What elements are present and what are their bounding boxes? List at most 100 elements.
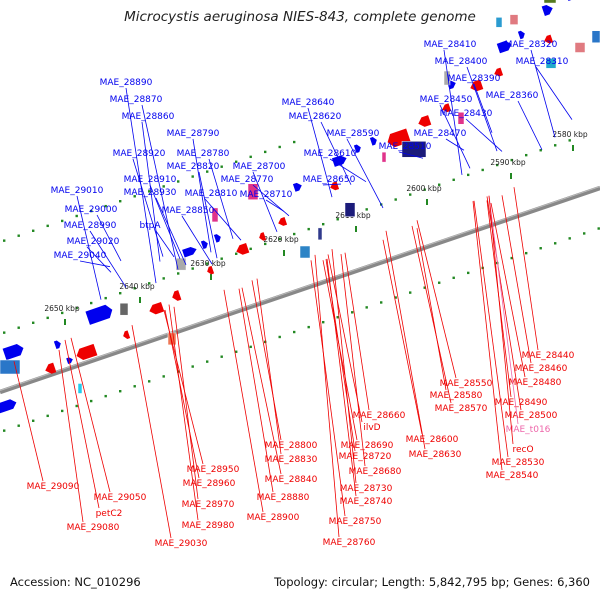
reverse-gene-body — [149, 301, 165, 315]
tick-dot — [75, 306, 78, 310]
gene-connector-top — [132, 158, 164, 257]
tick-dot — [336, 218, 339, 221]
gene-block — [344, 202, 356, 217]
reverse-gene-body — [418, 115, 432, 127]
gene-label-top: MAE_28710 — [240, 190, 293, 200]
tick-dot — [17, 234, 20, 237]
gene-connector-bottom — [70, 337, 111, 493]
gene-label-top: MAE_28400 — [435, 57, 488, 67]
gene-connector-bottom — [331, 249, 357, 484]
reverse-gene-body — [544, 34, 554, 44]
tick-dot — [3, 429, 6, 432]
reverse-gene — [544, 34, 554, 44]
gene-block — [247, 183, 259, 200]
tick-dot — [438, 281, 441, 284]
gene-connector-top — [208, 158, 234, 239]
gene-label-top: MAE_28390 — [448, 74, 501, 84]
gene-label-top: MAE_28780 — [177, 149, 230, 159]
reverse-gene — [330, 181, 340, 191]
gene-label-bottom: MAE_28950 — [187, 465, 240, 475]
tick-dot — [365, 208, 368, 211]
tick-dot — [336, 316, 339, 319]
gene-block — [77, 383, 83, 394]
gene-label-top: MAE_28920 — [113, 149, 166, 159]
gene-block — [381, 151, 387, 163]
gene-label-bottom: MAE_29050 — [94, 493, 147, 503]
gene-label-bottom: MAE_28500 — [505, 411, 558, 421]
gene-connector-bottom — [473, 200, 509, 458]
forward-gene — [496, 40, 512, 54]
tick-dot — [32, 419, 35, 422]
gene-connector-bottom — [385, 230, 426, 450]
top-gene-labels: MAE_28410 MAE_28320 MAE_28400 MAE_28310 MAE_… — [51, 40, 573, 300]
gene-label-bottom: MAE_29090 — [27, 482, 80, 492]
tick-dot — [365, 306, 368, 309]
tick-dot — [75, 404, 78, 408]
forward-gene-body — [0, 399, 17, 415]
gene-connector-top — [149, 184, 181, 260]
kbp-tick-label: 2590 kbp — [490, 158, 526, 167]
forward-gene — [292, 182, 302, 192]
forward-gene — [182, 246, 197, 258]
gene-label-bottom: MAE_28600 — [406, 435, 459, 445]
tick-dot — [249, 247, 252, 251]
forward-gene-body — [200, 240, 208, 250]
tick-dot — [394, 198, 397, 201]
gene-label-bottom: MAE_29030 — [155, 539, 208, 549]
gene-connector-bottom — [238, 288, 274, 493]
tick-dot — [61, 219, 64, 223]
reverse-gene-body — [442, 103, 452, 113]
gene-label-top: MAE_28990 — [64, 221, 117, 231]
gene-label-bottom: MAE_28690 — [341, 441, 394, 451]
reverse-gene — [149, 301, 165, 315]
gene-connector-bottom — [164, 309, 200, 479]
tick-dot — [148, 380, 151, 383]
tick-dot — [148, 190, 151, 193]
gene-label-bottom: MAE_28840 — [265, 475, 318, 485]
trna-label: MAE_t016 — [506, 425, 551, 435]
gene-connector-bottom — [241, 287, 282, 475]
gene-label-bottom: MAE_28740 — [340, 497, 393, 507]
tick-dot — [307, 325, 310, 329]
forward-gene-body — [496, 40, 512, 54]
gene-connector-top — [89, 230, 127, 288]
gene-label-top: MAE_28510 — [379, 142, 432, 152]
reverse-gene — [259, 232, 267, 241]
tick-dot — [75, 214, 78, 218]
tick-dot — [162, 277, 165, 280]
gene-block — [0, 359, 21, 375]
reverse-gene — [278, 217, 288, 226]
gene-connector-bottom — [13, 361, 44, 482]
forward-gene-body — [53, 340, 61, 350]
forward-gene-body — [565, 0, 573, 1]
gene-label-bottom: ilvD — [363, 423, 380, 433]
gene-connector-top — [252, 171, 278, 233]
gene-connector-top — [198, 171, 218, 259]
tick-dot — [525, 153, 528, 157]
reverse-gene — [76, 343, 98, 361]
reverse-gene-body — [207, 265, 215, 275]
gene-label-bottom: MAE_28680 — [349, 467, 402, 477]
gene-label-top: MAE_28700 — [233, 162, 286, 172]
tick-dot — [264, 340, 267, 344]
reverse-gene — [123, 330, 131, 339]
tick-dot — [293, 330, 296, 334]
gene-label-top: MAE_28450 — [420, 95, 473, 105]
tick-dot — [423, 286, 426, 289]
gene-label-bottom: MAE_28630 — [409, 450, 462, 460]
gene-connector-bottom — [131, 325, 172, 539]
gene-label-top: MAE_28640 — [282, 98, 335, 108]
tick-dot — [539, 149, 542, 152]
tick-dot — [583, 232, 586, 235]
gene-connector-top — [329, 158, 367, 183]
tick-dot — [438, 183, 441, 186]
gene-block — [317, 227, 323, 241]
tick-dot — [220, 355, 223, 358]
forward-gene — [0, 399, 17, 415]
gene-connector-bottom — [490, 202, 526, 378]
tick-dot — [206, 262, 209, 265]
forward-gene-body — [292, 182, 302, 192]
gene-connector-top — [307, 107, 333, 198]
reverse-gene-body — [494, 67, 504, 77]
tick-dot — [525, 251, 528, 255]
